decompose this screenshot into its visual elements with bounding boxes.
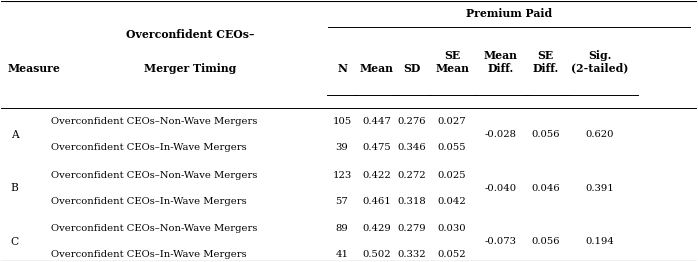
Text: SE
Mean: SE Mean <box>435 50 469 74</box>
Text: Overconfident CEOs–Non-Wave Mergers: Overconfident CEOs–Non-Wave Mergers <box>51 171 258 180</box>
Text: 0.346: 0.346 <box>397 143 426 152</box>
Text: -0.073: -0.073 <box>485 237 517 246</box>
Text: 57: 57 <box>336 197 348 206</box>
Text: 0.461: 0.461 <box>362 197 392 206</box>
Text: 0.276: 0.276 <box>397 117 426 126</box>
Text: 123: 123 <box>332 171 352 180</box>
Text: Overconfident CEOs–In-Wave Mergers: Overconfident CEOs–In-Wave Mergers <box>51 143 246 152</box>
Text: Measure: Measure <box>8 63 61 74</box>
Text: Overconfident CEOs–In-Wave Mergers: Overconfident CEOs–In-Wave Mergers <box>51 250 246 259</box>
Text: Mean
Diff.: Mean Diff. <box>484 50 518 74</box>
Text: -0.040: -0.040 <box>485 184 517 193</box>
Text: 89: 89 <box>336 224 348 233</box>
Text: C: C <box>10 237 19 247</box>
Text: 0.391: 0.391 <box>586 184 614 193</box>
Text: Overconfident CEOs–Non-Wave Mergers: Overconfident CEOs–Non-Wave Mergers <box>51 117 258 126</box>
Text: Overconfident CEOs–: Overconfident CEOs– <box>126 29 255 40</box>
Text: 0.502: 0.502 <box>362 250 391 259</box>
Text: 0.056: 0.056 <box>531 237 560 246</box>
Text: 0.475: 0.475 <box>362 143 392 152</box>
Text: -0.028: -0.028 <box>485 130 517 139</box>
Text: 0.422: 0.422 <box>362 171 392 180</box>
Text: 0.025: 0.025 <box>438 171 466 180</box>
Text: Mean: Mean <box>360 63 394 74</box>
Text: 0.429: 0.429 <box>362 224 392 233</box>
Text: 39: 39 <box>336 143 348 152</box>
Text: 0.052: 0.052 <box>438 250 466 259</box>
Text: SD: SD <box>403 63 420 74</box>
Text: 0.332: 0.332 <box>397 250 426 259</box>
Text: B: B <box>10 183 19 193</box>
Text: Merger Timing: Merger Timing <box>144 63 237 74</box>
Text: 0.620: 0.620 <box>586 130 614 139</box>
Text: 0.046: 0.046 <box>531 184 560 193</box>
Text: 0.279: 0.279 <box>397 224 426 233</box>
Text: 0.272: 0.272 <box>397 171 426 180</box>
Text: Overconfident CEOs–Non-Wave Mergers: Overconfident CEOs–Non-Wave Mergers <box>51 224 258 233</box>
Text: 0.447: 0.447 <box>362 117 392 126</box>
Text: Premium Paid: Premium Paid <box>466 8 552 19</box>
Text: 41: 41 <box>336 250 348 259</box>
Text: 0.055: 0.055 <box>438 143 466 152</box>
Text: SE
Diff.: SE Diff. <box>533 50 558 74</box>
Text: Overconfident CEOs–In-Wave Mergers: Overconfident CEOs–In-Wave Mergers <box>51 197 246 206</box>
Text: 0.056: 0.056 <box>531 130 560 139</box>
Text: N: N <box>337 63 347 74</box>
Text: A: A <box>10 130 18 140</box>
Text: Sig.
(2-tailed): Sig. (2-tailed) <box>571 50 628 74</box>
Text: 105: 105 <box>332 117 352 126</box>
Text: 0.318: 0.318 <box>397 197 426 206</box>
Text: 0.030: 0.030 <box>438 224 466 233</box>
Text: 0.194: 0.194 <box>586 237 614 246</box>
Text: 0.042: 0.042 <box>438 197 466 206</box>
Text: 0.027: 0.027 <box>438 117 466 126</box>
